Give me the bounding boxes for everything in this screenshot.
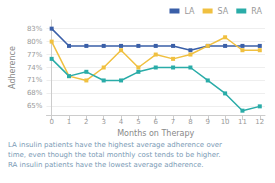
svg-text:RA insulin patients have the l: RA insulin patients have the lowest aver… [8,161,204,169]
svg-text:68%: 68% [27,89,43,97]
svg-text:9: 9 [206,118,210,126]
svg-text:4: 4 [119,118,124,126]
svg-text:7: 7 [171,118,175,126]
svg-text:Months on Therapy: Months on Therapy [117,129,194,138]
svg-text:80%: 80% [27,38,43,46]
svg-text:5: 5 [136,118,140,126]
svg-text:83%: 83% [27,25,43,33]
svg-text:RA: RA [251,7,262,16]
svg-text:time, even though the total mo: time, even though the total monthly cost… [8,151,220,159]
svg-text:6: 6 [153,118,158,126]
svg-text:65%: 65% [27,102,43,110]
svg-text:12: 12 [255,118,264,126]
svg-text:10: 10 [221,118,230,126]
svg-text:11: 11 [238,118,247,126]
svg-text:LA: LA [184,7,195,16]
svg-text:SA: SA [218,7,229,16]
svg-text:Adherence: Adherence [8,46,17,89]
svg-text:3: 3 [101,118,105,126]
svg-text:71%: 71% [27,76,43,84]
svg-text:8: 8 [188,118,192,126]
svg-text:1: 1 [67,118,71,126]
svg-text:77%: 77% [27,51,43,59]
svg-text:LA insulin patients have the h: LA insulin patients have the highest ave… [8,141,222,149]
svg-text:74%: 74% [27,64,43,72]
svg-text:0: 0 [49,118,53,126]
svg-text:2: 2 [84,118,88,126]
